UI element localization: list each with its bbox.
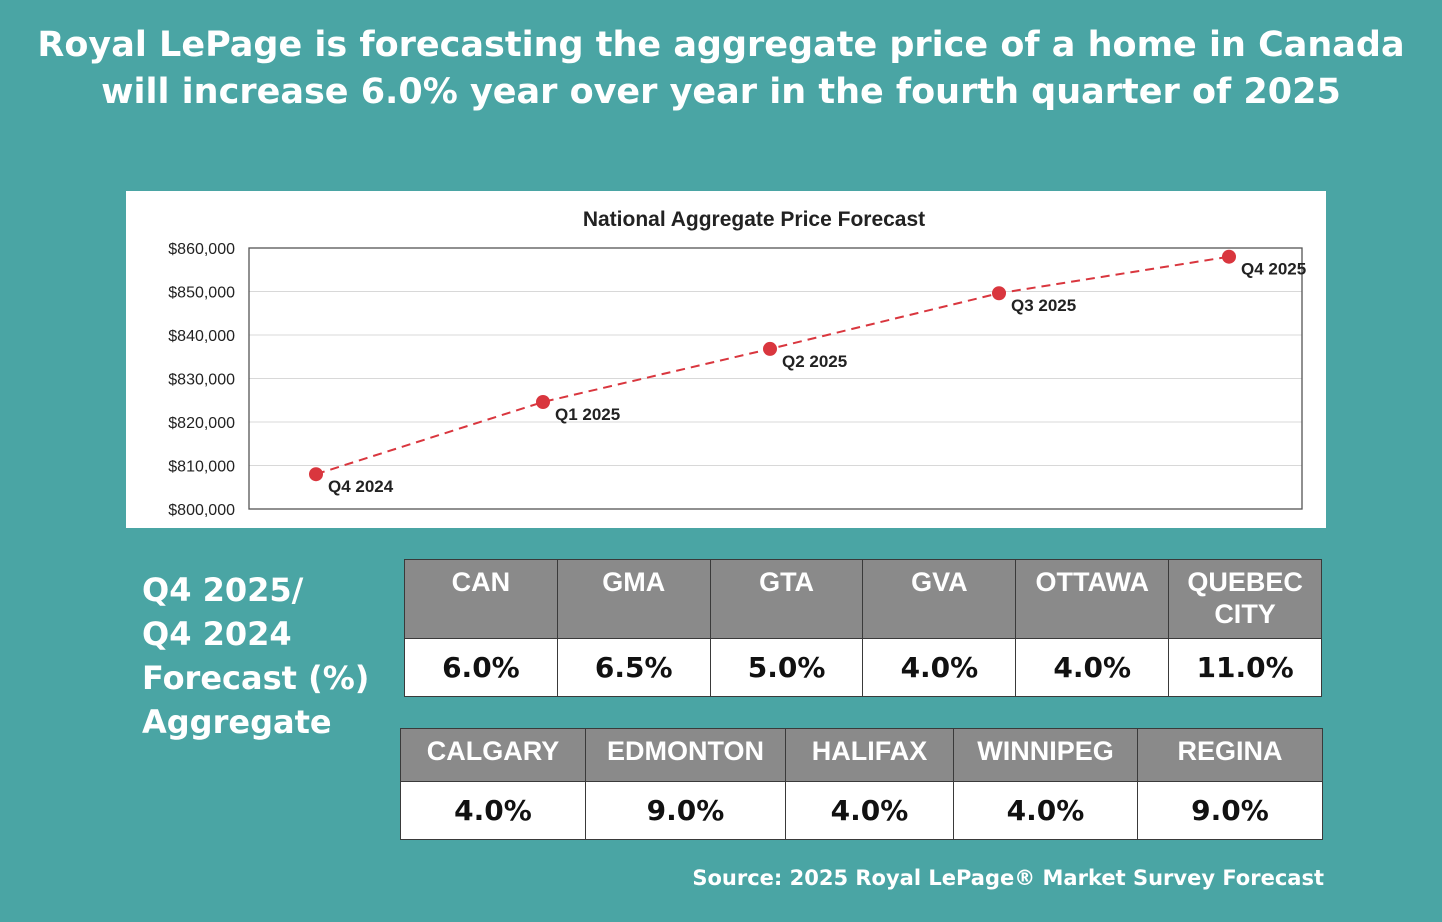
value-halifax: 4.0%: [785, 781, 954, 840]
y-tick-label: $840,000: [168, 328, 235, 345]
series-line: [315, 255, 1230, 476]
table-value-row: 6.0% 6.5% 5.0% 4.0% 4.0% 11.0%: [404, 638, 1322, 697]
value-calgary: 4.0%: [400, 781, 586, 840]
source-note: Source: 2025 Royal LePage® Market Survey…: [692, 866, 1324, 890]
y-tick-label: $850,000: [168, 285, 235, 302]
header-gma: GMA: [556, 559, 711, 639]
data-point: [992, 286, 1006, 301]
y-tick-label: $830,000: [168, 372, 235, 389]
side-label-line-2: Q4 2024: [142, 615, 292, 653]
forecast-table-major-markets: CAN GMA GTA GVA OTTAWA QUEBEC CITY 6.0% …: [404, 559, 1322, 697]
forecast-side-label: Q4 2025/ Q4 2024 Forecast (%) Aggregate: [142, 568, 369, 744]
side-label-line-1: Q4 2025/: [142, 571, 304, 609]
data-label: Q2 2025: [782, 352, 847, 371]
data-point: [763, 341, 777, 356]
header-edmonton: EDMONTON: [585, 728, 786, 782]
side-label-line-3: Forecast (%): [142, 659, 370, 697]
value-edmonton: 9.0%: [585, 781, 786, 840]
chart-title: National Aggregate Price Forecast: [583, 208, 925, 231]
headline-line-2: will increase 6.0% year over year in the…: [101, 72, 1341, 112]
value-winnipeg: 4.0%: [953, 781, 1138, 840]
value-regina: 9.0%: [1137, 781, 1323, 840]
value-gta: 5.0%: [709, 638, 864, 697]
header-can: CAN: [404, 559, 558, 639]
header-calgary: CALGARY: [400, 728, 586, 782]
data-label: Q3 2025: [1011, 296, 1076, 315]
header-winnipeg: WINNIPEG: [953, 728, 1138, 782]
value-gma: 6.5%: [556, 638, 711, 697]
data-label: Q1 2025: [555, 405, 620, 424]
value-ottawa: 4.0%: [1015, 638, 1170, 697]
value-can: 6.0%: [404, 638, 558, 697]
table-header-row: CAN GMA GTA GVA OTTAWA QUEBEC CITY: [404, 559, 1322, 639]
header-gva: GVA: [862, 559, 1017, 639]
plot-frame: [248, 247, 1303, 510]
y-tick-label: $820,000: [168, 415, 235, 432]
data-point: [536, 394, 550, 409]
table-value-row: 4.0% 9.0% 4.0% 4.0% 9.0%: [400, 781, 1323, 840]
y-tick-label: $800,000: [168, 502, 235, 519]
header-ottawa: OTTAWA: [1015, 559, 1170, 639]
forecast-table-other-markets: CALGARY EDMONTON HALIFAX WINNIPEG REGINA…: [400, 728, 1323, 840]
data-point: [309, 467, 323, 482]
price-forecast-chart: National Aggregate Price Forecast $800,0…: [168, 208, 1306, 519]
header-quebec-city: QUEBEC CITY: [1168, 559, 1322, 639]
chart-panel: National Aggregate Price Forecast $800,0…: [126, 191, 1326, 528]
data-point: [1222, 249, 1236, 264]
side-label-line-4: Aggregate: [142, 703, 332, 741]
y-tick-label: $810,000: [168, 459, 235, 476]
data-label: Q4 2025: [1241, 260, 1306, 279]
header-gta: GTA: [709, 559, 864, 639]
headline-line-1: Royal LePage is forecasting the aggregat…: [37, 25, 1405, 65]
value-gva: 4.0%: [862, 638, 1017, 697]
table-header-row: CALGARY EDMONTON HALIFAX WINNIPEG REGINA: [400, 728, 1323, 782]
header-regina: REGINA: [1137, 728, 1323, 782]
header-halifax: HALIFAX: [785, 728, 954, 782]
value-quebec-city: 11.0%: [1168, 638, 1322, 697]
headline: Royal LePage is forecasting the aggregat…: [0, 22, 1442, 116]
y-tick-label: $860,000: [168, 241, 235, 258]
data-label: Q4 2024: [328, 477, 394, 496]
